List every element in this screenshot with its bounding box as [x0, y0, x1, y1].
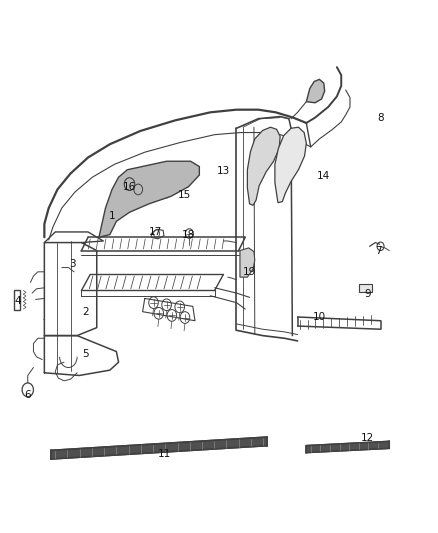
Polygon shape — [14, 290, 20, 310]
Text: 19: 19 — [243, 267, 256, 277]
Polygon shape — [359, 284, 372, 292]
Polygon shape — [51, 437, 267, 459]
Text: 9: 9 — [364, 289, 371, 299]
Text: 2: 2 — [82, 306, 89, 317]
Text: 11: 11 — [158, 449, 171, 458]
Text: 6: 6 — [25, 390, 31, 400]
Polygon shape — [306, 441, 389, 453]
Polygon shape — [275, 127, 306, 203]
Polygon shape — [247, 127, 280, 205]
Text: 4: 4 — [14, 296, 21, 306]
Text: 16: 16 — [123, 182, 136, 192]
Text: 7: 7 — [375, 246, 381, 255]
Text: 8: 8 — [377, 112, 384, 123]
Text: 5: 5 — [82, 349, 89, 359]
Polygon shape — [306, 79, 325, 103]
Text: 13: 13 — [217, 166, 230, 176]
Text: 18: 18 — [182, 230, 195, 240]
Text: 12: 12 — [361, 433, 374, 443]
Text: 3: 3 — [69, 259, 76, 269]
Text: 15: 15 — [177, 190, 191, 200]
Polygon shape — [240, 248, 255, 277]
Polygon shape — [99, 161, 199, 237]
Text: 1: 1 — [109, 211, 115, 221]
Text: 10: 10 — [313, 312, 326, 322]
Text: 17: 17 — [149, 227, 162, 237]
Text: 14: 14 — [317, 171, 330, 181]
